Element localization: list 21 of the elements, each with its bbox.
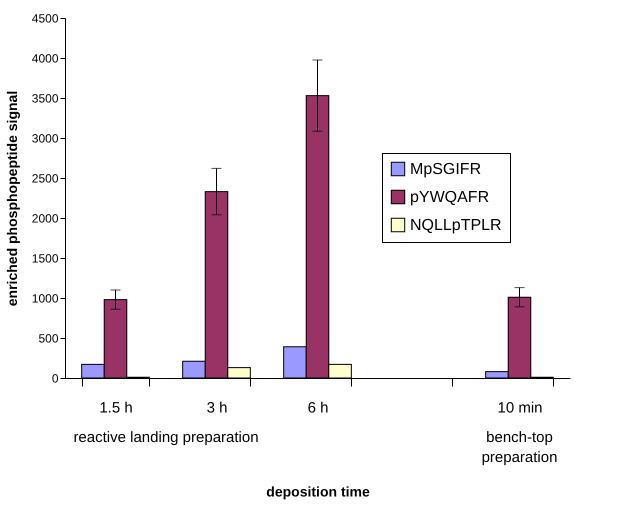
- legend-label: NQLLpTPLR: [410, 217, 502, 234]
- x-tick-label: 10 min: [497, 400, 543, 416]
- text: reactive landing preparation: [73, 429, 259, 446]
- legend-label: pYWQAFR: [410, 189, 490, 206]
- x-tick-label: 6 h: [308, 400, 328, 416]
- y-tick-label: 1000: [32, 292, 59, 306]
- text: bench-top preparation: [482, 429, 558, 466]
- y-tick-label: 4500: [32, 12, 59, 26]
- y-tick-label: 0: [52, 372, 59, 386]
- y-tick-label: 2500: [32, 172, 59, 186]
- y-axis-title: enriched phosphopeptide signal: [4, 90, 20, 306]
- x-tick-label: 3 h: [206, 400, 228, 416]
- y-tick-label: 2000: [32, 212, 59, 226]
- y-tick-label: 3500: [32, 92, 59, 106]
- y-tick-label: 3000: [32, 132, 59, 146]
- legend-label: MpSGIFR: [410, 161, 482, 178]
- y-tick-label: 1500: [32, 252, 59, 266]
- x-axis-title: deposition time: [266, 484, 370, 500]
- y-tick-label: 500: [38, 332, 59, 346]
- y-tick-label: 4000: [32, 52, 59, 66]
- x-tick-label: 1.5 h: [99, 400, 133, 416]
